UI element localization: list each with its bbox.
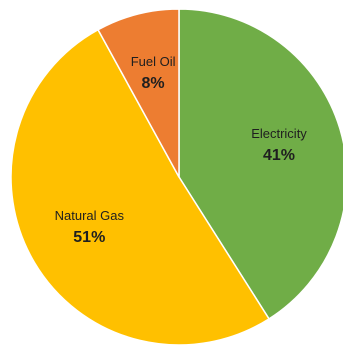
pie-label-natural-gas: Natural Gas (55, 208, 125, 223)
pie-labels: Electricity 41% Natural Gas 51% Fuel Oil 8% (55, 54, 308, 246)
pie-slice-natural-gas (10, 28, 271, 346)
pie-value-label-fuel-oil: 8% (142, 75, 165, 92)
pie-value-label-electricity: 41% (263, 147, 295, 164)
pie-slice-fuel-oil (97, 8, 180, 178)
pie-slices (10, 8, 343, 346)
pie-label-electricity: Electricity (251, 126, 307, 141)
pie-label-fuel-oil: Fuel Oil (131, 54, 176, 69)
pie-value-label-natural-gas: 51% (73, 229, 105, 246)
